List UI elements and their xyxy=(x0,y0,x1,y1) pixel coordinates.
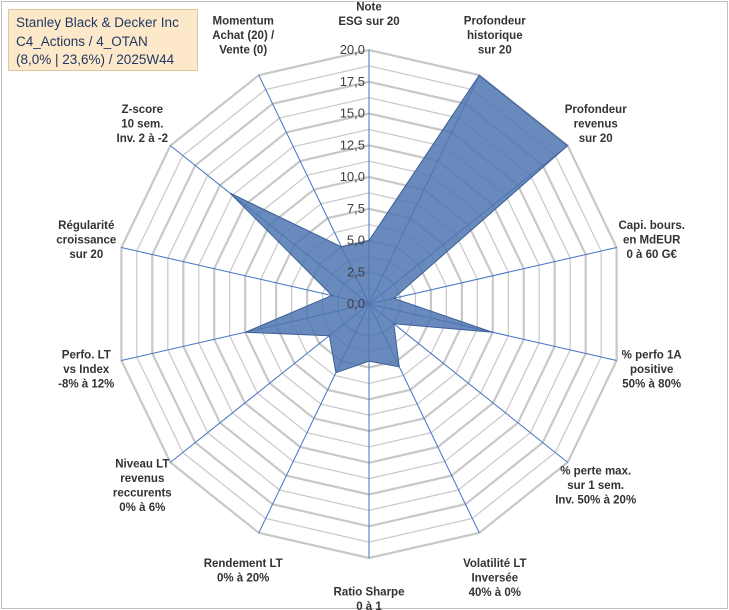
axis-label-line: Niveau LT xyxy=(115,458,169,470)
axis-label-line: 0 à 60 G€ xyxy=(626,249,677,261)
title-line-stats: (8,0% | 23,6%) / 2025W44 xyxy=(16,52,175,67)
axis-label-13: Z-score 10 sem. Inv. 2 à -2 xyxy=(117,104,169,145)
spoke-6 xyxy=(368,303,568,463)
axis-label-line: Ratio Sharpe xyxy=(334,587,405,599)
axis-label-line: % perfo 1A xyxy=(622,349,682,361)
chart-title-box: Stanley Black & Decker Inc C4_Actions / … xyxy=(8,9,198,71)
spoke-12 xyxy=(121,247,370,305)
tick-label: 20,0 xyxy=(340,42,365,57)
axis-label-10: Niveau LT revenus reccurents 0% à 6% xyxy=(113,458,172,514)
axis-label-line: -8% à 12% xyxy=(58,378,114,390)
axis-label-line: % perte max. xyxy=(560,466,631,478)
axis-label-line: Note xyxy=(356,2,382,14)
axis-label-line: croissance xyxy=(56,235,116,247)
axis-label-line: revenus xyxy=(120,473,164,485)
spoke-4 xyxy=(368,247,617,305)
axis-label-7: Volatilité LT Inversée 40% à 0% xyxy=(463,558,526,599)
axis-label-6: % perte max. sur 1 sem. Inv. 50% à 20% xyxy=(555,466,636,507)
axis-label-line: revenus xyxy=(574,118,618,130)
axis-label-1: Note ESG sur 20 xyxy=(338,2,399,29)
title-line-company: Stanley Black & Decker Inc xyxy=(16,15,179,30)
axis-label-line: 10 sem. xyxy=(121,118,163,130)
axis-label-line: Profondeur xyxy=(464,16,526,28)
axis-label-line: Profondeur xyxy=(565,104,627,116)
axis-label-line: Z-score xyxy=(122,104,164,116)
axis-label-14: Momentum Achat (20) / Vente (0) xyxy=(212,16,275,57)
axis-label-8: Ratio Sharpe 0 à 1 xyxy=(334,587,405,610)
axis-label-line: historique xyxy=(467,30,523,42)
axis-label-4: Capi. bours. en MdEUR 0 à 60 G€ xyxy=(618,220,684,261)
axis-label-line: 0% à 6% xyxy=(119,502,165,514)
axis-label-line: 40% à 0% xyxy=(469,587,521,599)
axis-label-2: Profondeur historique sur 20 xyxy=(464,16,526,57)
axis-label-line: sur 1 sem. xyxy=(567,480,624,492)
axis-label-line: reccurents xyxy=(113,487,172,499)
axis-label-line: sur 20 xyxy=(478,45,512,57)
axis-label-3: Profondeur revenus sur 20 xyxy=(565,104,627,145)
tick-label: 12,5 xyxy=(340,137,365,152)
axis-label-11: Perfo. LT vs Index -8% à 12% xyxy=(58,349,114,390)
axis-label-line: sur 20 xyxy=(69,249,103,261)
tick-label: 10,0 xyxy=(340,169,365,184)
tick-label: 15,0 xyxy=(340,106,365,121)
axis-label-9: Rendement LT 0% à 20% xyxy=(204,558,283,585)
tick-label: 2,5 xyxy=(347,264,365,279)
axis-label-line: Volatilité LT xyxy=(463,558,526,570)
axis-label-line: Achat (20) / xyxy=(212,30,275,42)
axis-label-line: sur 20 xyxy=(579,133,613,145)
axis-label-line: 0 à 1 xyxy=(356,601,382,610)
axis-label-line: Inv. 50% à 20% xyxy=(555,495,636,507)
tick-label: 0,0 xyxy=(347,296,365,311)
tick-label: 17,5 xyxy=(340,74,365,89)
axis-label-line: Momentum xyxy=(213,16,274,28)
axis-label-line: Inv. 2 à -2 xyxy=(117,133,169,145)
tick-label: 7,5 xyxy=(347,201,365,216)
tick-label: 5,0 xyxy=(347,233,365,248)
data-series-area xyxy=(229,74,569,374)
axis-label-line: Capi. bours. xyxy=(618,220,684,232)
axis-label-line: ESG sur 20 xyxy=(338,16,399,28)
axis-label-line: Vente (0) xyxy=(219,45,267,57)
axis-label-line: en MdEUR xyxy=(623,235,681,247)
axis-label-line: positive xyxy=(630,364,673,376)
axis-label-line: vs Index xyxy=(63,364,110,376)
axis-label-12: Régularité croissance sur 20 xyxy=(56,220,116,261)
title-line-category: C4_Actions / 4_OTAN xyxy=(16,33,148,49)
axis-label-line: Régularité xyxy=(58,220,114,232)
axis-label-line: 50% à 80% xyxy=(622,378,681,390)
axis-label-line: Rendement LT xyxy=(204,558,283,570)
axis-label-line: Inversée xyxy=(471,572,518,584)
axis-label-5: % perfo 1A positive 50% à 80% xyxy=(622,349,682,390)
axis-label-line: 0% à 20% xyxy=(217,572,269,584)
axis-label-line: Perfo. LT xyxy=(62,349,111,361)
